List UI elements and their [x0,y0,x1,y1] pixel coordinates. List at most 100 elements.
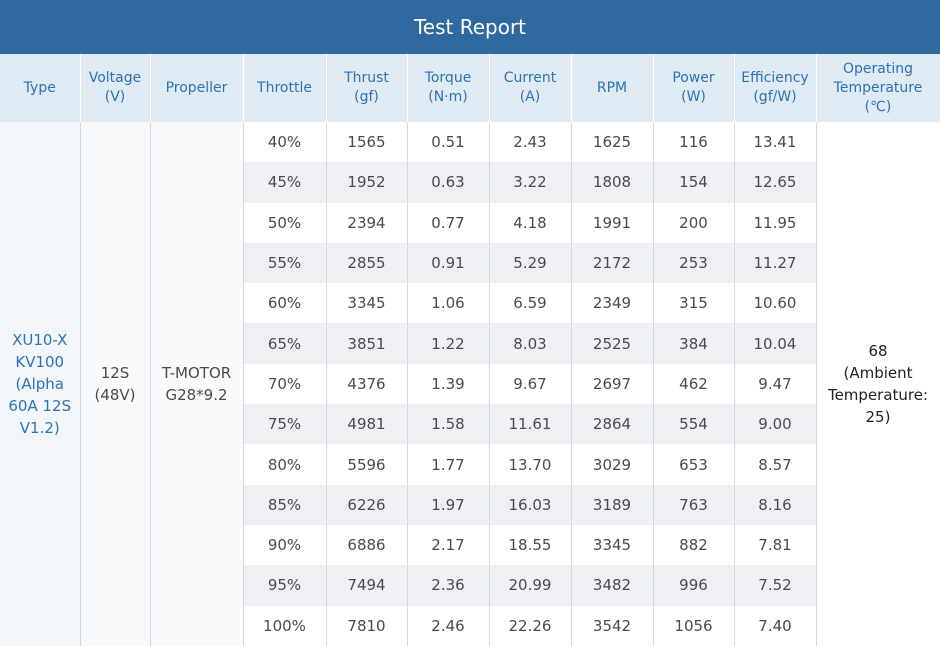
data-cell: 2.36 [407,565,490,606]
data-cell: 554 [653,404,735,445]
data-row: 75% 4981 1.58 11.61 2864 554 9.00 [0,404,940,445]
table-body: XU10-X KV100 (Alpha 60A 12S V1.2) 12S (48… [0,122,940,646]
data-cell: 3345 [326,283,408,324]
header-cell: Propeller [150,54,244,122]
data-cell: 12.65 [734,162,817,203]
data-cell: 40% [243,122,327,163]
data-cell: 1565 [326,122,408,163]
temperature-cell: 68 (Ambient Temperature: 25) [816,122,940,646]
data-cell: 85% [243,484,327,525]
title-bar: Test Report [0,0,940,54]
header-cell: Current (A) [489,54,572,122]
data-row: 55% 2855 0.91 5.29 2172 253 11.27 [0,242,940,284]
data-cell: 1.97 [407,484,490,525]
header-cell: Throttle [243,54,327,122]
data-cell: 1.58 [407,404,490,445]
header-cell: Thrust (gf) [326,54,408,122]
data-row: 100% 7810 2.46 22.26 3542 1056 7.40 [0,605,940,646]
data-cell: 7.81 [734,524,817,566]
data-cell: 1.22 [407,323,490,364]
data-cell: 80% [243,444,327,485]
data-cell: 384 [653,323,735,364]
data-cell: 3851 [326,323,408,364]
data-cell: 6.59 [489,283,572,324]
data-cell: 10.60 [734,283,817,324]
header-cell: RPM [571,54,654,122]
data-cell: 90% [243,524,327,566]
data-cell: 3542 [571,605,654,646]
data-row: 50% 2394 0.77 4.18 1991 200 11.95 [0,202,940,243]
data-cell: 8.57 [734,444,817,485]
data-cell: 1.77 [407,444,490,485]
data-cell: 3345 [571,524,654,566]
data-row: 85% 6226 1.97 16.03 3189 763 8.16 [0,484,940,525]
data-cell: 7494 [326,565,408,606]
data-cell: 1625 [571,122,654,163]
data-cell: 0.51 [407,122,490,163]
data-cell: 16.03 [489,484,572,525]
data-row: 65% 3851 1.22 8.03 2525 384 10.04 [0,323,940,364]
data-cell: 1056 [653,605,735,646]
data-cell: 0.91 [407,242,490,284]
data-row: XU10-X KV100 (Alpha 60A 12S V1.2) 12S (48… [0,122,940,646]
data-cell: 0.77 [407,202,490,243]
data-cell: 763 [653,484,735,525]
data-cell: 154 [653,162,735,203]
data-cell: 2172 [571,242,654,284]
data-cell: 315 [653,283,735,324]
data-cell: 8.16 [734,484,817,525]
header-row: Type Voltage (V) Propeller Throttle Thrust (… [0,54,940,122]
data-cell: 0.63 [407,162,490,203]
data-cell: 9.67 [489,363,572,405]
propeller-cell: T-MOTOR G28*9.2 [150,122,244,646]
data-cell: 882 [653,524,735,566]
data-cell: 20.99 [489,565,572,606]
data-cell: 1808 [571,162,654,203]
data-cell: 100% [243,605,327,646]
data-cell: 3482 [571,565,654,606]
data-cell: 50% [243,202,327,243]
header-cell: Type [0,54,81,122]
data-row: 80% 5596 1.77 13.70 3029 653 8.57 [0,444,940,485]
header-cell: Voltage (V) [80,54,151,122]
data-cell: 18.55 [489,524,572,566]
data-cell: 2.17 [407,524,490,566]
data-cell: 996 [653,565,735,606]
data-cell: 3029 [571,444,654,485]
data-cell: 6226 [326,484,408,525]
header-cell: Operating Temperature (℃) [816,54,940,122]
data-cell: 70% [243,363,327,405]
data-cell: 8.03 [489,323,572,364]
data-cell: 2.46 [407,605,490,646]
data-cell: 7.52 [734,565,817,606]
data-cell: 6886 [326,524,408,566]
data-cell: 2855 [326,242,408,284]
data-cell: 7.40 [734,605,817,646]
data-cell: 2349 [571,283,654,324]
data-cell: 2864 [571,404,654,445]
voltage-cell: 12S (48V) [80,122,151,646]
data-cell: 9.47 [734,363,817,405]
data-cell: 2394 [326,202,408,243]
header-cell: Power (W) [653,54,735,122]
data-row: 70% 4376 1.39 9.67 2697 462 9.47 [0,363,940,405]
data-cell: 11.27 [734,242,817,284]
data-cell: 1991 [571,202,654,243]
data-row: 90% 6886 2.17 18.55 3345 882 7.81 [0,524,940,566]
report-table: Type Voltage (V) Propeller Throttle Thrust (… [0,54,940,646]
data-cell: 116 [653,122,735,163]
data-cell: 11.95 [734,202,817,243]
data-cell: 1.39 [407,363,490,405]
data-cell: 3.22 [489,162,572,203]
data-cell: 2697 [571,363,654,405]
data-cell: 2.43 [489,122,572,163]
data-cell: 13.41 [734,122,817,163]
data-cell: 95% [243,565,327,606]
data-cell: 3189 [571,484,654,525]
data-cell: 13.70 [489,444,572,485]
data-cell: 4.18 [489,202,572,243]
data-cell: 11.61 [489,404,572,445]
data-cell: 75% [243,404,327,445]
data-cell: 55% [243,242,327,284]
